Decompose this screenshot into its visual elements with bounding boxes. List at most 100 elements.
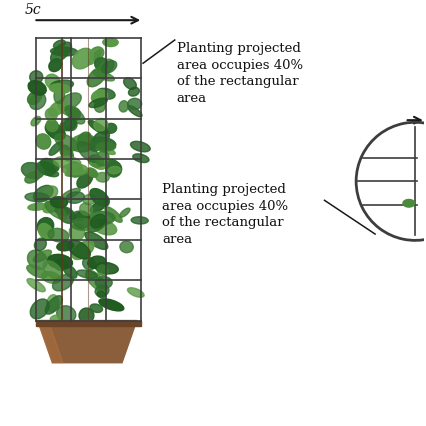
Ellipse shape bbox=[77, 173, 92, 188]
Ellipse shape bbox=[43, 261, 63, 279]
Ellipse shape bbox=[35, 238, 46, 250]
Ellipse shape bbox=[92, 220, 117, 235]
Ellipse shape bbox=[72, 241, 94, 259]
Ellipse shape bbox=[66, 192, 84, 203]
Ellipse shape bbox=[70, 219, 97, 230]
Ellipse shape bbox=[45, 201, 66, 219]
Ellipse shape bbox=[120, 241, 133, 253]
Ellipse shape bbox=[60, 118, 71, 129]
Ellipse shape bbox=[85, 232, 108, 250]
Ellipse shape bbox=[44, 186, 58, 200]
Ellipse shape bbox=[97, 265, 109, 276]
Ellipse shape bbox=[86, 271, 106, 291]
Ellipse shape bbox=[45, 108, 57, 121]
Ellipse shape bbox=[27, 265, 47, 278]
Ellipse shape bbox=[97, 88, 115, 99]
Ellipse shape bbox=[49, 101, 66, 116]
Ellipse shape bbox=[38, 224, 52, 239]
Bar bbox=[35, 320, 141, 325]
Ellipse shape bbox=[65, 106, 85, 124]
Ellipse shape bbox=[28, 203, 47, 210]
Ellipse shape bbox=[57, 306, 76, 322]
Ellipse shape bbox=[63, 265, 77, 278]
Ellipse shape bbox=[93, 70, 115, 81]
Ellipse shape bbox=[90, 47, 104, 60]
Ellipse shape bbox=[128, 98, 141, 109]
Ellipse shape bbox=[65, 170, 87, 176]
Ellipse shape bbox=[88, 121, 107, 134]
Ellipse shape bbox=[62, 164, 88, 175]
Ellipse shape bbox=[70, 134, 96, 152]
Ellipse shape bbox=[27, 279, 45, 292]
Ellipse shape bbox=[88, 211, 115, 225]
Ellipse shape bbox=[130, 141, 150, 152]
Ellipse shape bbox=[97, 291, 106, 298]
Ellipse shape bbox=[55, 134, 78, 151]
Ellipse shape bbox=[58, 207, 75, 223]
Ellipse shape bbox=[31, 116, 41, 126]
Ellipse shape bbox=[54, 87, 65, 104]
Ellipse shape bbox=[90, 200, 108, 213]
Ellipse shape bbox=[87, 67, 106, 87]
Ellipse shape bbox=[95, 262, 118, 274]
Ellipse shape bbox=[28, 250, 47, 270]
Ellipse shape bbox=[87, 219, 106, 232]
Ellipse shape bbox=[61, 107, 79, 116]
Ellipse shape bbox=[50, 315, 63, 322]
Ellipse shape bbox=[78, 141, 99, 162]
Ellipse shape bbox=[51, 197, 67, 208]
Ellipse shape bbox=[89, 98, 107, 107]
Ellipse shape bbox=[69, 224, 85, 240]
Ellipse shape bbox=[54, 156, 81, 168]
Ellipse shape bbox=[108, 167, 121, 174]
Ellipse shape bbox=[44, 170, 58, 177]
Ellipse shape bbox=[40, 158, 59, 172]
Ellipse shape bbox=[102, 61, 117, 73]
Ellipse shape bbox=[83, 257, 95, 270]
Ellipse shape bbox=[96, 142, 115, 151]
Ellipse shape bbox=[131, 217, 148, 224]
Ellipse shape bbox=[55, 259, 67, 271]
Ellipse shape bbox=[100, 59, 114, 72]
Ellipse shape bbox=[89, 50, 101, 65]
Ellipse shape bbox=[77, 270, 98, 279]
Ellipse shape bbox=[41, 272, 60, 283]
Ellipse shape bbox=[96, 173, 109, 182]
Ellipse shape bbox=[90, 130, 109, 151]
Ellipse shape bbox=[48, 228, 69, 242]
Ellipse shape bbox=[129, 87, 139, 96]
Ellipse shape bbox=[87, 168, 98, 177]
Ellipse shape bbox=[48, 254, 72, 269]
Ellipse shape bbox=[124, 78, 136, 89]
Ellipse shape bbox=[54, 40, 65, 48]
Ellipse shape bbox=[105, 207, 122, 222]
Ellipse shape bbox=[62, 188, 80, 199]
Text: Planting projected
area occupies 40%
of the rectangular
area: Planting projected area occupies 40% of … bbox=[177, 42, 303, 105]
Ellipse shape bbox=[30, 71, 43, 83]
Ellipse shape bbox=[36, 134, 51, 149]
Ellipse shape bbox=[403, 199, 415, 207]
Text: 5c: 5c bbox=[25, 3, 42, 17]
Ellipse shape bbox=[106, 161, 121, 177]
Ellipse shape bbox=[67, 162, 83, 177]
Ellipse shape bbox=[58, 93, 81, 111]
Ellipse shape bbox=[92, 143, 115, 155]
Ellipse shape bbox=[45, 296, 62, 314]
Ellipse shape bbox=[91, 214, 106, 228]
Ellipse shape bbox=[78, 132, 91, 146]
Ellipse shape bbox=[95, 101, 105, 112]
Ellipse shape bbox=[90, 189, 109, 206]
Ellipse shape bbox=[72, 48, 93, 69]
Ellipse shape bbox=[52, 274, 73, 291]
Ellipse shape bbox=[40, 226, 54, 240]
Ellipse shape bbox=[34, 185, 53, 202]
Ellipse shape bbox=[50, 80, 74, 90]
Ellipse shape bbox=[28, 91, 42, 104]
Ellipse shape bbox=[51, 42, 72, 62]
Ellipse shape bbox=[119, 101, 128, 112]
Ellipse shape bbox=[49, 141, 63, 155]
Ellipse shape bbox=[95, 58, 108, 70]
Ellipse shape bbox=[94, 118, 108, 131]
Ellipse shape bbox=[57, 242, 74, 251]
Ellipse shape bbox=[45, 74, 60, 89]
